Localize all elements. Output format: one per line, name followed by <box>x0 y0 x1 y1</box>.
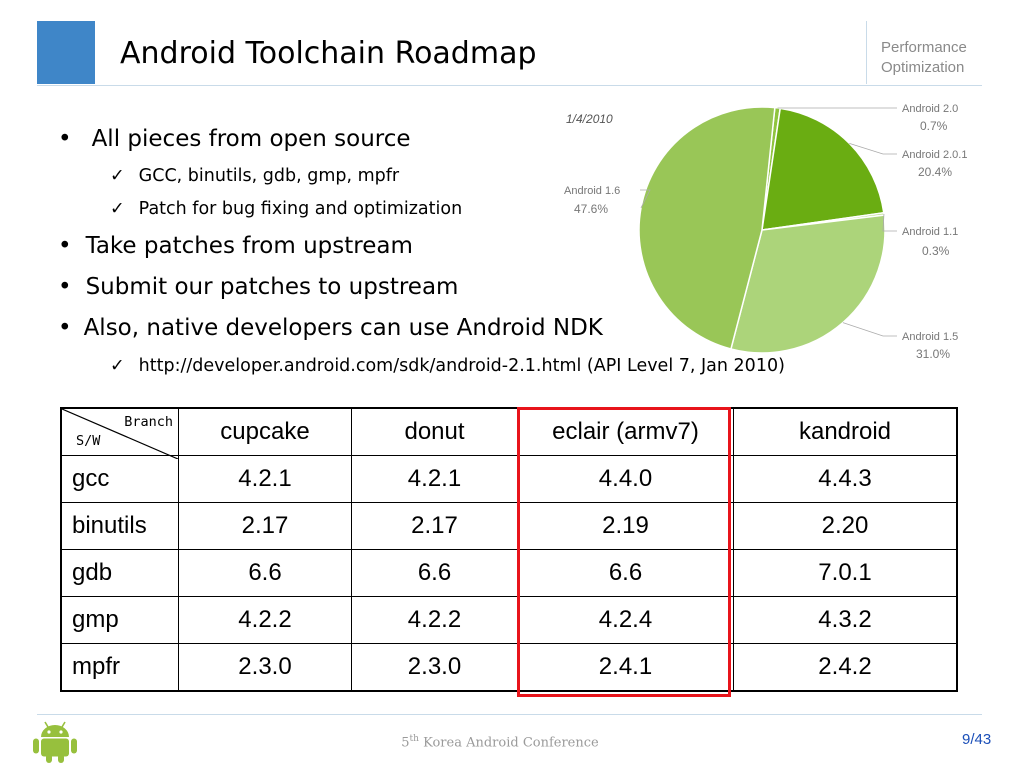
table-cell: 4.2.2 <box>178 596 352 644</box>
table-corner-cell: Branch S/W <box>60 407 179 459</box>
header-divider <box>866 21 867 84</box>
bullet-text: Take patches from upstream <box>85 233 413 259</box>
bullet-item: • Submit our patches to upstream <box>58 274 458 300</box>
bullet-text: All pieces from open source <box>91 126 411 152</box>
slice-value-android-1-6: 47.6% <box>574 202 608 216</box>
check-icon: ✓ <box>110 356 125 376</box>
eclair-column-highlight <box>517 407 731 697</box>
footer-rule <box>37 714 982 715</box>
bullet-marker: • <box>58 315 72 341</box>
pie-svg: 1/4/2010 Android 2.0 0.7% Android 2.0.1 … <box>564 103 967 361</box>
bullet-text: Patch for bug fixing and optimization <box>138 199 463 219</box>
conference-footer: 5th Korea Android Conference <box>0 734 1000 750</box>
slice-label-android-1-1: Android 1.1 <box>902 226 958 238</box>
row-header: binutils <box>60 502 179 550</box>
table-cell: 4.4.3 <box>733 455 958 503</box>
table-cell: 2.20 <box>733 502 958 550</box>
slice-value-android-1-5: 31.0% <box>916 347 950 361</box>
title-accent-block <box>37 21 95 84</box>
bullet-item: • All pieces from open source <box>58 126 411 152</box>
slice-value-android-2-0: 0.7% <box>920 119 948 133</box>
sub-bullet-item: ✓ GCC, binutils, gdb, gmp, mpfr <box>110 166 399 186</box>
section-label-line2: Optimization <box>881 59 965 76</box>
android-logo-icon <box>33 721 77 763</box>
slice-value-android-1-1: 0.3% <box>922 244 950 258</box>
column-header: donut <box>351 407 518 456</box>
table-header-row: Branch S/W cupcake donut eclair (armv7) … <box>60 407 958 459</box>
table-cell: 6.6 <box>351 549 518 597</box>
table-cell: 2.3.0 <box>178 643 352 692</box>
page-number: 9/43 <box>962 731 991 748</box>
pie-leader-lines <box>640 107 897 337</box>
slice-label-android-1-5: Android 1.5 <box>902 331 958 343</box>
column-header: cupcake <box>178 407 352 456</box>
table-cell: 2.4.1 <box>517 643 734 692</box>
bullet-text: Also, native developers can use Android … <box>83 315 603 341</box>
section-label-line1: Performance <box>881 39 967 56</box>
table-cell: 4.3.2 <box>733 596 958 644</box>
table-row: gdb 6.6 6.6 6.6 7.0.1 <box>60 549 958 597</box>
row-header: mpfr <box>60 643 179 692</box>
bullet-item: • Take patches from upstream <box>58 233 413 259</box>
bullet-marker: • <box>58 233 72 259</box>
row-header: gmp <box>60 596 179 644</box>
table-cell: 6.6 <box>178 549 352 597</box>
pie-leader-line <box>882 213 897 232</box>
bullet-item: • Also, native developers can use Android… <box>58 315 603 341</box>
table-cell: 2.3.0 <box>351 643 518 692</box>
row-header: gdb <box>60 549 179 597</box>
conference-number: 5 <box>401 735 410 751</box>
table-cell: 6.6 <box>517 549 734 597</box>
table-row: binutils 2.17 2.17 2.19 2.20 <box>60 502 958 550</box>
bullet-marker: • <box>58 274 72 300</box>
check-icon: ✓ <box>110 166 125 186</box>
sub-bullet-item: ✓ http://developer.android.com/sdk/androi… <box>110 356 785 376</box>
table-cell: 7.0.1 <box>733 549 958 597</box>
slice-label-android-1-6: Android 1.6 <box>564 185 620 197</box>
table-row: gcc 4.2.1 4.2.1 4.4.0 4.4.3 <box>60 455 958 503</box>
table-row: gmp 4.2.2 4.2.2 4.2.4 4.3.2 <box>60 596 958 644</box>
section-label: Performance Optimization <box>881 38 967 78</box>
bullet-text: GCC, binutils, gdb, gmp, mpfr <box>138 166 400 186</box>
slice-label-android-2-0: Android 2.0 <box>902 103 958 115</box>
corner-diagonal <box>62 409 178 459</box>
page-total: /43 <box>970 731 992 748</box>
table-cell: 4.2.1 <box>178 455 352 503</box>
pie-leader-line <box>640 189 651 209</box>
page-current: 9 <box>962 731 971 748</box>
pie-leader-line <box>842 322 897 337</box>
pie-slice <box>638 106 776 350</box>
sub-bullet-item: ✓ Patch for bug fixing and optimization <box>110 199 462 219</box>
toolchain-version-table: Branch S/W cupcake donut eclair (armv7) … <box>60 407 958 692</box>
bullet-link-text[interactable]: http://developer.android.com/sdk/android… <box>138 356 785 376</box>
row-header: gcc <box>60 455 179 503</box>
pie-slices <box>638 106 886 354</box>
slice-label-android-2-0-1: Android 2.0.1 <box>902 149 967 161</box>
column-header: kandroid <box>733 407 958 456</box>
header-rule <box>37 85 982 86</box>
pie-date: 1/4/2010 <box>566 112 613 126</box>
conference-ordinal: th <box>409 734 419 744</box>
bullet-text: Submit our patches to upstream <box>85 274 459 300</box>
platform-share-pie-chart: 1/4/2010 Android 2.0 0.7% Android 2.0.1 … <box>560 98 1000 368</box>
corner-sw-label: S/W <box>76 433 101 449</box>
slide-title: Android Toolchain Roadmap <box>120 36 537 71</box>
table-cell: 4.2.2 <box>351 596 518 644</box>
table-row: mpfr 2.3.0 2.3.0 2.4.1 2.4.2 <box>60 643 958 692</box>
conference-name: Korea Android Conference <box>418 735 599 751</box>
pie-leader-line <box>849 143 897 155</box>
table-cell: 4.2.1 <box>351 455 518 503</box>
check-icon: ✓ <box>110 199 125 219</box>
corner-branch-label: Branch <box>124 414 173 430</box>
table-cell: 2.17 <box>178 502 352 550</box>
slice-value-android-2-0-1: 20.4% <box>918 165 952 179</box>
table-cell: 2.4.2 <box>733 643 958 692</box>
pie-slice <box>761 107 885 231</box>
table-cell: 2.17 <box>351 502 518 550</box>
bullet-marker: • <box>58 126 72 152</box>
